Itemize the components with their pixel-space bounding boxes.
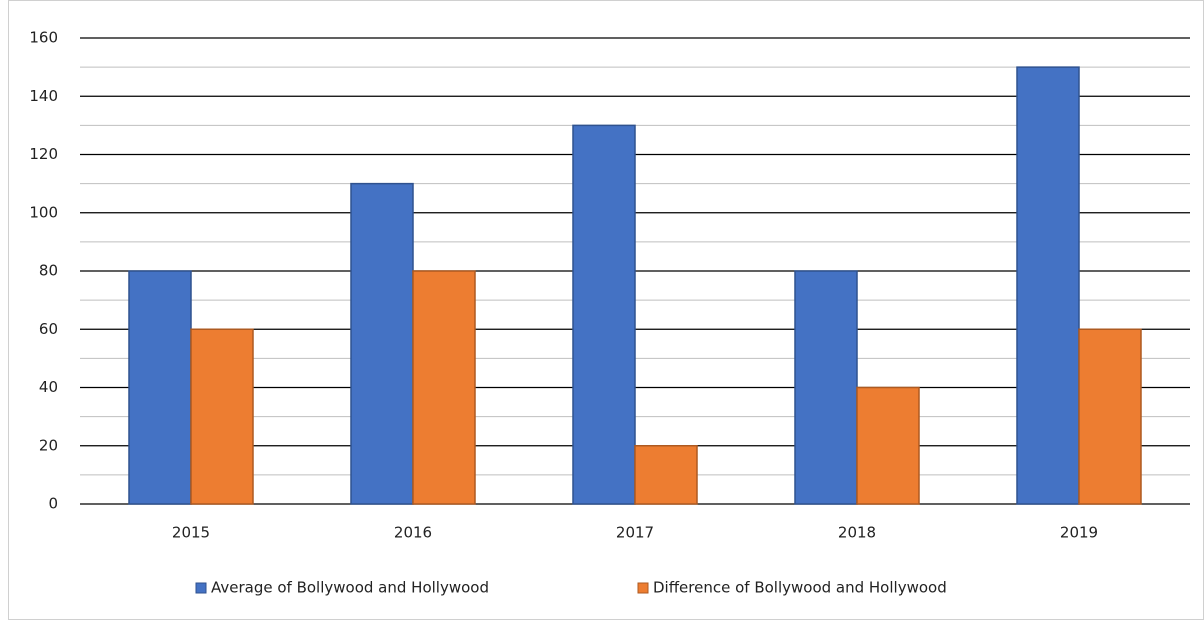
- y-tick-label: 120: [29, 145, 58, 163]
- x-tick-label: 2019: [1060, 524, 1098, 542]
- x-tick-label: 2015: [172, 524, 210, 542]
- y-tick-label: 40: [39, 378, 58, 396]
- bar: [634, 445, 698, 505]
- y-tick-label: 80: [39, 262, 58, 280]
- bar: [794, 270, 858, 505]
- bar: [856, 386, 920, 505]
- legend-label: Difference of Bollywood and Hollywood: [653, 579, 947, 597]
- legend-label: Average of Bollywood and Hollywood: [211, 579, 489, 597]
- legend-swatch: [637, 582, 649, 594]
- bar: [1016, 66, 1080, 505]
- legend-swatch: [195, 582, 207, 594]
- x-tick-label: 2018: [838, 524, 876, 542]
- x-tick-label: 2016: [394, 524, 432, 542]
- y-tick-label: 160: [29, 29, 58, 47]
- bar: [1078, 328, 1142, 505]
- y-tick-label: 100: [29, 203, 58, 221]
- bar: [190, 328, 254, 505]
- y-tick-label: 0: [48, 495, 58, 513]
- legend: Average of Bollywood and Hollywood Differ…: [195, 579, 947, 597]
- y-tick-label: 140: [29, 87, 58, 105]
- y-tick-label: 20: [39, 436, 58, 454]
- bar: [412, 270, 476, 505]
- bar: [572, 124, 636, 505]
- bar: [128, 270, 192, 505]
- y-tick-label: 60: [39, 320, 58, 338]
- x-tick-label: 2017: [616, 524, 654, 542]
- bar: [350, 182, 414, 505]
